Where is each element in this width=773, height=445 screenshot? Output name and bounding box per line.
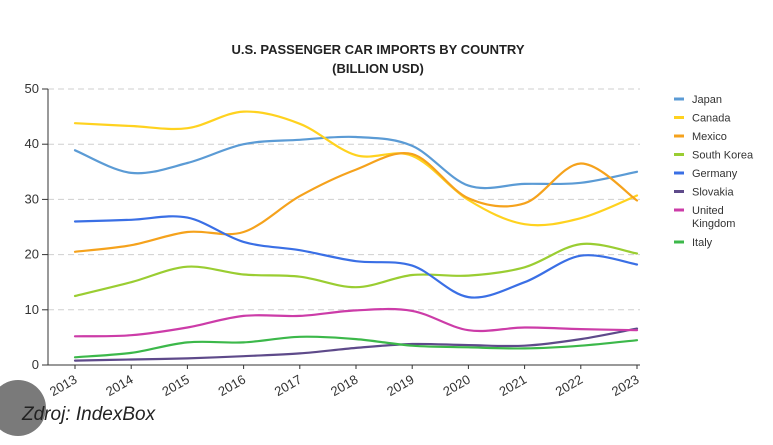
series-line-south-korea bbox=[73, 242, 639, 298]
legend: Japan Canada Mexico South Korea Germany Slova… bbox=[674, 94, 754, 249]
series-line-italy bbox=[73, 335, 639, 359]
chart-subtitle: (BILLION USD) bbox=[332, 61, 424, 76]
source-text: Zdroj: IndexBox bbox=[22, 404, 156, 425]
legend-label-united-kingdom: United Kingdom bbox=[692, 205, 735, 230]
legend-label-germany: Germany bbox=[692, 168, 738, 180]
x-tick-label: 2013 bbox=[47, 372, 80, 399]
y-tick-label: 40 bbox=[25, 136, 39, 151]
series-line-canada bbox=[73, 110, 639, 227]
chart-title: U.S. PASSENGER CAR IMPORTS BY COUNTRY bbox=[231, 42, 524, 57]
legend-label-slovakia: Slovakia bbox=[692, 187, 734, 199]
y-tick-label: 50 bbox=[25, 81, 39, 96]
legend-label-south-korea: South Korea bbox=[692, 150, 754, 162]
series-line-mexico bbox=[73, 152, 639, 253]
legend-label-japan: Japan bbox=[692, 94, 722, 106]
y-tick-label: 30 bbox=[25, 191, 39, 206]
x-tick-label: 2021 bbox=[497, 372, 530, 399]
x-tick-label: 2016 bbox=[216, 372, 249, 399]
x-tick-label: 2015 bbox=[159, 372, 192, 399]
series-line-germany bbox=[73, 215, 639, 299]
legend-label-mexico: Mexico bbox=[692, 131, 727, 143]
y-tick-label: 0 bbox=[32, 357, 39, 372]
x-tick-label: 2022 bbox=[553, 372, 586, 399]
x-tick-label: 2017 bbox=[272, 372, 305, 399]
grid bbox=[48, 88, 640, 311]
series-line-united-kingdom bbox=[73, 307, 639, 338]
series-line-slovakia bbox=[73, 327, 639, 362]
legend-label-canada: Canada bbox=[692, 113, 731, 125]
y-tick-label: 20 bbox=[25, 247, 39, 262]
legend-label-italy: Italy bbox=[692, 237, 713, 249]
x-tick-label: 2014 bbox=[103, 372, 136, 399]
indexbox-logo bbox=[0, 380, 46, 436]
series bbox=[73, 110, 639, 362]
x-tick-label: 2018 bbox=[328, 372, 361, 399]
x-tick-label: 2020 bbox=[440, 372, 473, 399]
x-tick-label: 2023 bbox=[609, 372, 642, 399]
axes: 0 10 20 30 40 50 2013 2014 2015 2016 2017 2018 2019 2… bbox=[25, 81, 642, 399]
y-tick-label: 10 bbox=[25, 302, 39, 317]
series-line-japan bbox=[73, 135, 639, 190]
x-tick-label: 2019 bbox=[384, 372, 417, 399]
